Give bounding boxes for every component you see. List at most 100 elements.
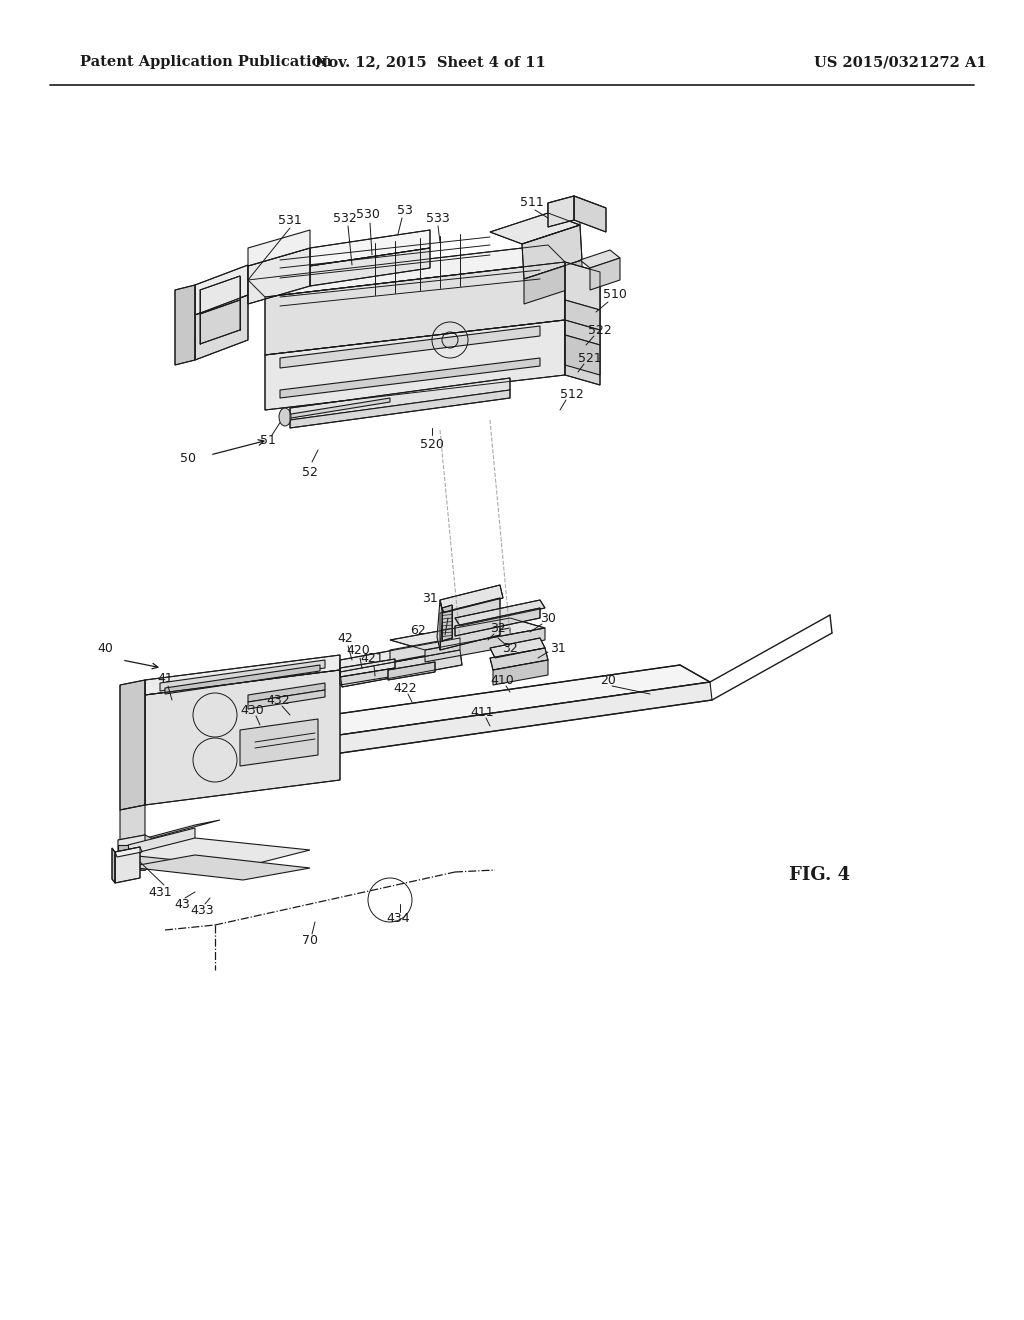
Text: 70: 70 [302,933,318,946]
Polygon shape [295,665,710,737]
Text: 20: 20 [600,673,616,686]
Polygon shape [118,836,155,845]
Polygon shape [145,671,340,805]
Polygon shape [442,605,452,642]
Text: 430: 430 [240,704,264,717]
Polygon shape [118,840,128,845]
Polygon shape [115,847,140,883]
Polygon shape [128,855,310,880]
Polygon shape [425,628,545,663]
Polygon shape [118,845,128,870]
Text: Nov. 12, 2015  Sheet 4 of 11: Nov. 12, 2015 Sheet 4 of 11 [314,55,546,69]
Polygon shape [128,840,195,873]
Polygon shape [590,257,620,290]
Polygon shape [248,690,325,709]
Text: 43: 43 [174,898,189,911]
Polygon shape [440,598,500,649]
Polygon shape [145,655,340,696]
Text: Patent Application Publication: Patent Application Publication [80,55,332,69]
Polygon shape [455,609,540,636]
Text: 531: 531 [279,214,302,227]
Polygon shape [120,805,145,845]
Polygon shape [118,865,155,870]
Polygon shape [565,300,600,345]
Polygon shape [290,389,510,428]
Polygon shape [548,195,606,215]
Polygon shape [340,638,460,672]
Text: 433: 433 [190,903,214,916]
Polygon shape [165,665,319,694]
Polygon shape [195,265,248,315]
Polygon shape [437,601,443,649]
Text: 50: 50 [180,451,196,465]
Ellipse shape [279,408,291,426]
Polygon shape [118,865,155,870]
Polygon shape [120,680,145,810]
Polygon shape [490,638,545,657]
Text: 51: 51 [260,433,275,446]
Polygon shape [290,378,510,420]
Polygon shape [490,213,580,244]
Polygon shape [390,628,510,663]
Polygon shape [325,682,712,755]
Polygon shape [280,326,540,368]
Polygon shape [440,585,503,612]
Polygon shape [565,261,600,330]
Polygon shape [175,285,195,366]
Text: 521: 521 [579,351,602,364]
Polygon shape [490,648,548,671]
Polygon shape [248,682,325,702]
Text: 410: 410 [490,673,514,686]
Text: 53: 53 [397,203,413,216]
Polygon shape [390,618,545,649]
Text: 420: 420 [346,644,370,656]
Text: 520: 520 [420,438,444,451]
Polygon shape [310,248,430,286]
Polygon shape [565,335,600,375]
Text: 32: 32 [502,642,518,655]
Polygon shape [248,246,565,297]
Polygon shape [248,248,310,304]
Text: 32: 32 [490,622,506,635]
Polygon shape [112,847,115,883]
Text: 512: 512 [560,388,584,401]
Text: 422: 422 [393,681,417,694]
Polygon shape [120,820,220,845]
Polygon shape [160,660,325,690]
Text: 42: 42 [337,631,353,644]
Polygon shape [340,659,395,677]
Polygon shape [200,276,240,314]
Text: 522: 522 [588,323,612,337]
Polygon shape [128,828,195,857]
Polygon shape [548,195,574,227]
Polygon shape [340,668,395,685]
Text: 62: 62 [411,623,426,636]
Text: 31: 31 [422,591,438,605]
Text: 31: 31 [550,642,566,655]
Polygon shape [310,230,430,267]
Polygon shape [580,249,620,268]
Text: 530: 530 [356,209,380,222]
Text: 510: 510 [603,289,627,301]
Text: 30: 30 [540,611,556,624]
Polygon shape [565,261,600,310]
Polygon shape [340,649,462,686]
Polygon shape [265,261,565,355]
Text: 411: 411 [470,705,494,718]
Polygon shape [115,847,142,857]
Text: 434: 434 [386,912,410,924]
Polygon shape [280,358,540,399]
Polygon shape [128,838,310,867]
Text: 532: 532 [333,211,357,224]
Polygon shape [248,230,310,267]
Polygon shape [455,601,545,626]
Text: 511: 511 [520,195,544,209]
Text: US 2015/0321272 A1: US 2015/0321272 A1 [814,55,986,69]
Polygon shape [118,836,145,870]
Text: 421: 421 [360,652,384,664]
Text: 41: 41 [157,672,173,685]
Polygon shape [493,660,548,685]
Text: 52: 52 [302,466,317,479]
Text: FIG. 4: FIG. 4 [790,866,851,884]
Text: 40: 40 [97,642,113,655]
